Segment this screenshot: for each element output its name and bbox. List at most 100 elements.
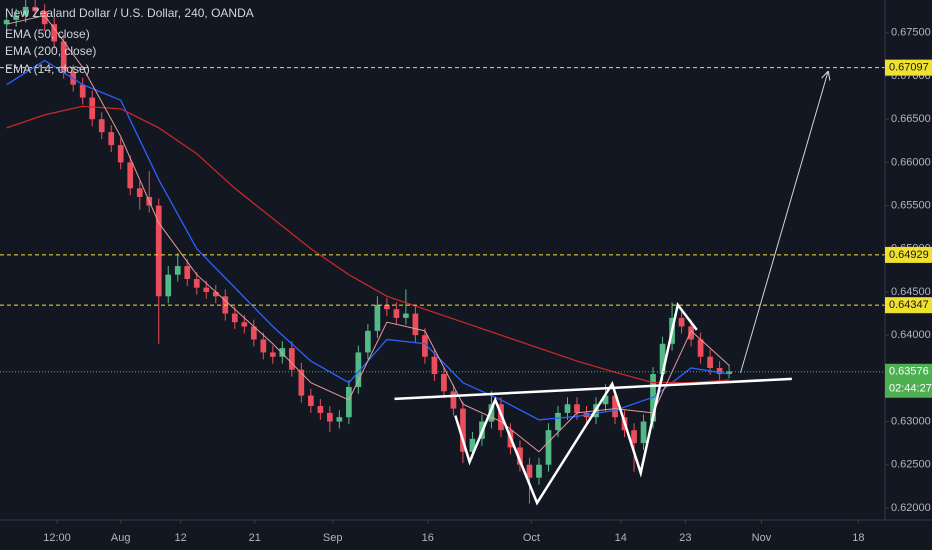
candle-body (374, 304, 381, 331)
candle-body (231, 313, 238, 323)
candle-body (108, 132, 115, 146)
level-label: 0.64347 (889, 299, 929, 311)
y-tick-label: 0.66500 (891, 113, 931, 125)
candle-body (564, 404, 571, 413)
candle-body (51, 24, 58, 42)
candle-body (488, 404, 495, 422)
level-label-bg (885, 246, 932, 263)
drawing-line (394, 377, 792, 401)
last-price-label-bg (885, 363, 932, 398)
candle-body (193, 279, 200, 288)
countdown-label: 02:44:27 (889, 383, 932, 395)
x-tick-label: Sep (323, 532, 343, 544)
drawing-line (454, 302, 698, 506)
candle-body (612, 395, 618, 418)
y-tick-label: 0.67500 (891, 27, 931, 39)
candle-body (403, 313, 409, 318)
candle-body (317, 405, 324, 413)
candle-body (184, 266, 191, 280)
candle-body (288, 348, 295, 370)
candle-body (726, 371, 732, 375)
y-tick-label: 0.65500 (891, 199, 931, 211)
candle-body (250, 326, 257, 340)
x-tick-label: 16 (422, 532, 434, 544)
candle-body (412, 313, 419, 336)
candle-body (127, 162, 134, 189)
candle-body (41, 11, 48, 25)
candle-body (298, 369, 305, 396)
x-tick-label: 23 (679, 532, 691, 544)
candle-body (545, 430, 552, 465)
candle-body (640, 421, 647, 444)
candle-body (469, 438, 476, 452)
candle-body (165, 274, 172, 297)
y-tick-label: 0.63000 (891, 415, 931, 427)
candle-body (174, 266, 181, 275)
candle-body (22, 6, 29, 16)
candle-body (203, 287, 210, 292)
level-label-bg (885, 59, 932, 76)
x-tick-label: Nov (752, 532, 772, 544)
drawing-arrow (740, 72, 828, 374)
candle-body (574, 404, 580, 413)
candle-body (450, 391, 457, 409)
candle-body (688, 326, 694, 340)
y-tick-label: 0.66000 (891, 156, 931, 168)
candle-body (117, 145, 124, 163)
candle-body (3, 19, 10, 25)
candle-body (32, 6, 39, 12)
candle-body (13, 15, 20, 20)
legend-entry: EMA (200, close) (5, 44, 96, 58)
candle-body (555, 412, 561, 431)
level-label-bg (885, 297, 932, 314)
candle-body (517, 447, 523, 465)
candle-body (89, 97, 96, 120)
candle-body (384, 304, 390, 310)
candle-body (697, 339, 704, 357)
last-price-label: 0.63576 (889, 366, 929, 378)
candle-body (716, 367, 723, 375)
candle-body (269, 352, 276, 357)
candle-body (98, 119, 105, 133)
candle-body (241, 322, 248, 327)
candle-body (631, 430, 637, 444)
x-tick-label: 12:00 (43, 532, 71, 544)
candle-body (136, 188, 143, 197)
y-tick-label: 0.64000 (891, 329, 931, 341)
candle-body (393, 309, 400, 318)
candle-body (460, 408, 466, 452)
candle-body (678, 317, 685, 327)
candle-body (659, 343, 666, 375)
x-tick-label: 14 (615, 532, 627, 544)
y-tick-label: 0.64500 (891, 286, 931, 298)
candle-body (422, 335, 428, 357)
chart-title: New Zealand Dollar / U.S. Dollar, 240, O… (5, 6, 254, 20)
candle-body (707, 356, 713, 368)
axes: 0.620000.625000.630000.635000.640000.645… (43, 27, 932, 544)
candle-body (79, 84, 86, 98)
candle-body (155, 205, 162, 297)
x-tick-label: Aug (111, 532, 131, 544)
candle-body (441, 374, 447, 392)
ema-line (6, 14, 730, 453)
candle-body (365, 330, 371, 353)
candle-body (355, 352, 362, 387)
x-tick-label: 12 (174, 532, 186, 544)
candle-body (307, 395, 314, 406)
price-axis (885, 0, 932, 550)
level-label: 0.64929 (889, 249, 929, 261)
x-tick-label: 18 (852, 532, 864, 544)
ema-line (6, 105, 730, 384)
candle-body (526, 464, 533, 478)
candle-body (212, 291, 219, 297)
y-tick-label: 0.62500 (891, 459, 931, 471)
candle-body (279, 348, 286, 357)
x-tick-label: 21 (249, 532, 261, 544)
candle-body (536, 464, 542, 478)
x-tick-label: Oct (523, 532, 540, 544)
legend-entry: EMA (14, close) (5, 62, 90, 76)
level-label: 0.67097 (889, 62, 929, 74)
candle-body (60, 41, 67, 72)
